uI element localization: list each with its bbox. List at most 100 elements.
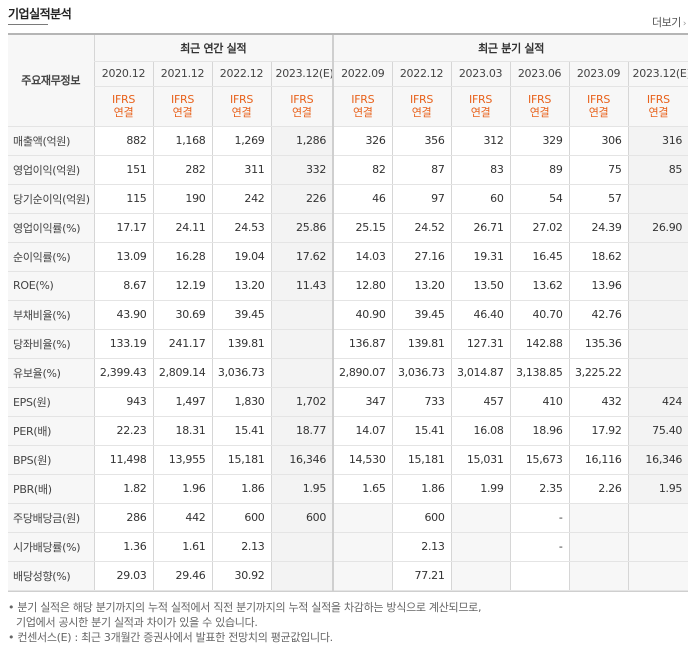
value-cell: 12.80 [332, 271, 393, 301]
period-header: 2022.12 [211, 61, 271, 87]
value-cell: 1.86 [391, 474, 452, 504]
value-cell [270, 532, 334, 562]
financial-table: 주요재무정보 최근 연간 실적 최근 분기 실적 2020.12 2021.12 2… [8, 33, 689, 591]
value-cell: 16,116 [568, 445, 629, 475]
value-cell: 18.31 [152, 416, 212, 446]
value-cell [627, 242, 689, 272]
value-cell: 87 [391, 155, 452, 185]
value-cell: 13.09 [93, 242, 153, 272]
value-cell [627, 271, 689, 301]
value-cell: 19.31 [450, 242, 511, 272]
value-cell: 2,809.14 [152, 358, 212, 388]
value-cell: 151 [93, 155, 153, 185]
value-cell: 13.50 [450, 271, 511, 301]
table-row: PER(배) 22.23 18.31 15.41 18.77 14.07 15.41 16.0… [8, 416, 689, 446]
value-cell: 75 [568, 155, 629, 185]
value-cell: 39.45 [211, 300, 271, 330]
footnotes: • 분기 실적은 해당 분기까지의 누적 실적에서 직전 분기까지의 누적 실적… [8, 600, 482, 645]
value-cell [627, 358, 689, 388]
value-cell: 1,702 [270, 386, 334, 417]
row-label: 영업이익률(%) [8, 212, 94, 243]
row-label: 시가배당률(%) [8, 532, 94, 562]
value-cell: 16,346 [627, 445, 689, 475]
value-cell [270, 358, 334, 388]
value-cell: 282 [152, 155, 212, 185]
value-cell: 15.41 [211, 416, 271, 446]
value-cell: 13.96 [568, 271, 629, 301]
period-header: 2023.09 [568, 61, 629, 87]
period-header: 2020.12 [93, 61, 153, 87]
value-cell: 24.39 [568, 212, 629, 243]
value-cell: 2.13 [391, 532, 452, 562]
value-cell [270, 300, 334, 330]
table-row: 부채비율(%) 43.90 30.69 39.45 40.90 39.45 46.40 40.… [8, 300, 689, 330]
table-row: 당좌비율(%) 133.19 241.17 139.81 136.87 139.81 127… [8, 329, 689, 359]
value-cell: 16,346 [270, 445, 334, 475]
period-header: 2022.12 [391, 61, 452, 87]
value-cell: 54 [509, 184, 570, 214]
row-label: 영업이익(억원) [8, 155, 94, 185]
table-row: 배당성향(%) 29.03 29.46 30.92 77.21 [8, 561, 689, 591]
value-cell: 24.11 [152, 212, 212, 243]
value-cell: 17.92 [568, 416, 629, 446]
value-cell: 13,955 [152, 445, 212, 475]
period-header: 2023.06 [509, 61, 570, 87]
value-cell: 600 [391, 502, 452, 533]
value-cell: 139.81 [211, 329, 271, 359]
period-header: 2023.03 [450, 61, 511, 87]
value-cell: 18.96 [509, 416, 570, 446]
value-cell: 60 [450, 184, 511, 214]
value-cell: 115 [93, 184, 153, 214]
value-cell [568, 561, 629, 591]
value-cell: 12.19 [152, 271, 212, 301]
value-cell: 2,399.43 [93, 358, 153, 388]
value-cell [332, 502, 393, 533]
ifrs-label: IFRS [290, 93, 314, 106]
value-cell: 14.03 [332, 242, 393, 272]
value-cell: 882 [93, 125, 153, 156]
row-label: 당좌비율(%) [8, 329, 94, 359]
row-label: 순이익률(%) [8, 242, 94, 272]
value-cell: 316 [627, 125, 689, 156]
period-header: 2023.12(E) [627, 61, 689, 87]
more-link[interactable]: 더보기 › [652, 14, 687, 30]
ifrs-label: IFRS [469, 93, 493, 106]
value-cell: 142.88 [509, 329, 570, 359]
value-cell: 332 [270, 155, 334, 185]
value-cell [509, 561, 570, 591]
value-cell: 139.81 [391, 329, 452, 359]
value-cell: 42.76 [568, 300, 629, 330]
row-label: EPS(원) [8, 386, 94, 417]
value-cell: 1.95 [627, 474, 689, 504]
ifrs-header: IFRS 연결 [627, 86, 689, 127]
table-bottom-divider [8, 591, 688, 592]
value-cell [627, 502, 689, 533]
ifrs-header: IFRS 연결 [391, 86, 452, 127]
consolidated-label: 연결 [648, 106, 669, 119]
value-cell: 97 [391, 184, 452, 214]
value-cell: 241.17 [152, 329, 212, 359]
value-cell: 432 [568, 386, 629, 417]
value-cell: 19.04 [211, 242, 271, 272]
value-cell: 1.96 [152, 474, 212, 504]
value-cell: 3,014.87 [450, 358, 511, 388]
value-cell [450, 561, 511, 591]
consolidated-label: 연결 [470, 106, 491, 119]
value-cell [627, 561, 689, 591]
period-header: 2022.09 [332, 61, 393, 87]
value-cell: 1.61 [152, 532, 212, 562]
value-cell: 600 [211, 502, 271, 533]
value-cell: 410 [509, 386, 570, 417]
consolidated-label: 연결 [529, 106, 550, 119]
value-cell: 3,036.73 [391, 358, 452, 388]
value-cell: 25.15 [332, 212, 393, 243]
value-cell [450, 532, 511, 562]
value-cell: 17.62 [270, 242, 334, 272]
value-cell: 13.62 [509, 271, 570, 301]
value-cell: 2.13 [211, 532, 271, 562]
value-cell: 226 [270, 184, 334, 214]
value-cell: 1.82 [93, 474, 153, 504]
value-cell: 82 [332, 155, 393, 185]
value-cell: 1.95 [270, 474, 334, 504]
table-row: EPS(원) 943 1,497 1,830 1,702 347 733 457 410 432 4… [8, 386, 689, 417]
